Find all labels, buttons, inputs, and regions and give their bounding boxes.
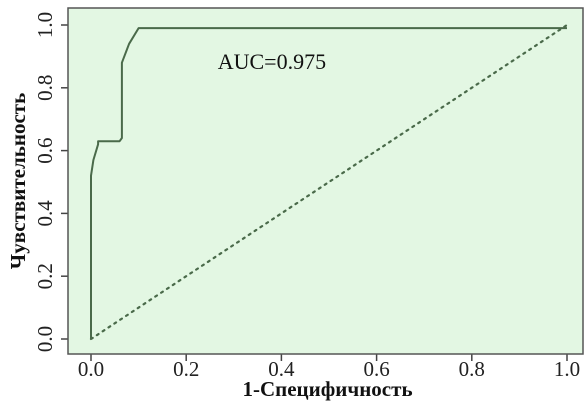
- y-tick-label: 0.4: [33, 200, 57, 227]
- x-tick-label: 1.0: [554, 357, 580, 381]
- reference-diagonal-line: [89, 23, 569, 341]
- y-tick-label: 1.0: [33, 12, 57, 38]
- series-layer: [89, 23, 569, 341]
- x-axis-label: 1-Специфичность: [242, 377, 412, 401]
- plot-background: [68, 8, 583, 354]
- y-tick-label: 0.0: [33, 326, 57, 352]
- y-axis-label: Чувствительность: [6, 93, 30, 269]
- plot-frame: [67, 7, 584, 355]
- x-tick-label: 0.4: [268, 357, 295, 381]
- axis-ticks: [61, 24, 568, 361]
- tick-labels: 0.0 0.2 0.4 0.6 0.8 1.0 0.0 0.2 0.4 0.6 0.8 1.0: [33, 12, 580, 381]
- y-tick-label: 0.6: [33, 137, 57, 163]
- y-tick-label: 0.2: [33, 263, 57, 289]
- roc-curve-line: [90, 27, 567, 339]
- x-tick-label: 0.0: [78, 357, 104, 381]
- x-tick-label: 0.2: [173, 357, 199, 381]
- auc-annotation: AUC=0.975: [218, 49, 326, 74]
- y-tick-label: 0.8: [33, 75, 57, 101]
- x-tick-label: 0.6: [363, 357, 389, 381]
- x-tick-label: 0.8: [459, 357, 485, 381]
